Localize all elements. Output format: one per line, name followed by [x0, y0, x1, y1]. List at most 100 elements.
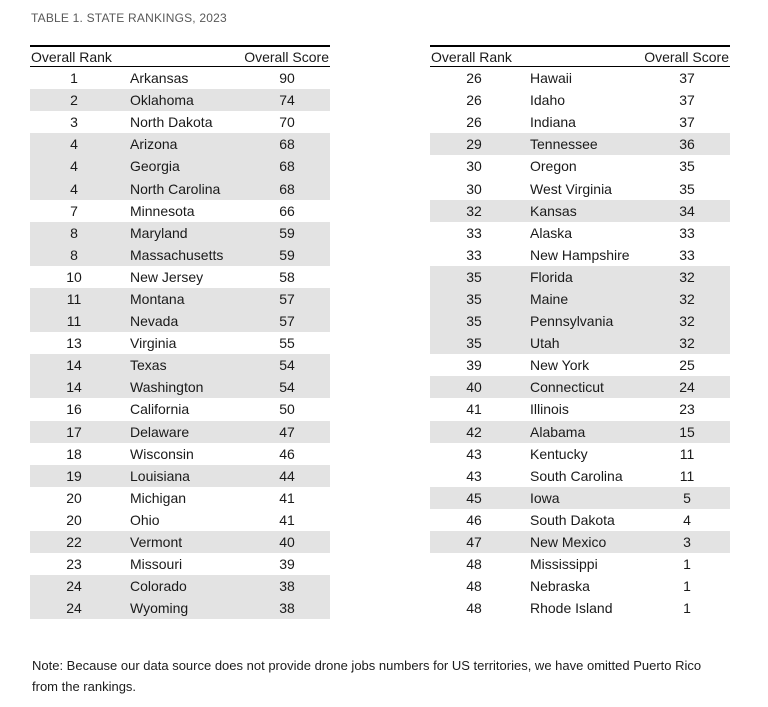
state-cell: Wisconsin: [130, 445, 194, 462]
score-cell: 58: [279, 268, 295, 285]
state-cell: Oklahoma: [130, 92, 194, 109]
state-cell: Minnesota: [130, 202, 195, 219]
table-row: 47 New Mexico 3: [430, 530, 730, 554]
table-row: 4 North Carolina 68: [30, 177, 330, 200]
rank-cell: 23: [66, 556, 82, 573]
rank-cell: 45: [466, 489, 482, 506]
table-row: 18 Wisconsin 46: [30, 443, 330, 465]
score-cell: 38: [279, 600, 295, 617]
state-cell: Virginia: [130, 335, 177, 352]
score-cell: 54: [279, 357, 295, 374]
state-cell: Delaware: [130, 423, 190, 440]
score-cell: 36: [679, 136, 695, 153]
state-cell: Ohio: [130, 511, 160, 528]
rank-cell: 33: [466, 246, 482, 263]
state-cell: California: [130, 401, 190, 418]
state-cell: Utah: [530, 335, 560, 352]
score-cell: 66: [279, 202, 295, 219]
state-cell: Iowa: [530, 489, 560, 506]
score-cell: 35: [679, 158, 695, 175]
state-cell: Michigan: [130, 489, 187, 506]
table-row: 8 Maryland 59: [30, 221, 330, 244]
state-cell: Massachusetts: [130, 246, 224, 263]
rank-cell: 48: [466, 578, 482, 595]
rankings-table-right: Overall Rank Overall Score 26 Hawaii 37 26 I…: [430, 45, 730, 619]
rank-cell: 1: [70, 70, 78, 87]
column-header-overall-score: Overall Score: [244, 48, 329, 65]
score-cell: 59: [279, 224, 295, 241]
table-row: 11 Montana 57: [30, 287, 330, 311]
table-row: 14 Washington 54: [30, 376, 330, 399]
rank-cell: 20: [66, 511, 82, 528]
table-row: 35 Pennsylvania 32: [430, 310, 730, 333]
state-cell: Kansas: [530, 202, 577, 219]
state-cell: Florida: [530, 268, 573, 285]
table-row: 45 Iowa 5: [430, 486, 730, 509]
rank-cell: 41: [466, 401, 482, 418]
table-row: 10 New Jersey 58: [30, 266, 330, 288]
state-cell: Maryland: [130, 224, 188, 241]
state-cell: New Hampshire: [530, 246, 630, 263]
state-cell: Montana: [130, 290, 185, 307]
rank-cell: 30: [466, 180, 482, 197]
rank-cell: 19: [66, 467, 82, 484]
table-row: 46 South Dakota 4: [430, 509, 730, 531]
rank-cell: 11: [66, 290, 82, 307]
table-row: 43 Kentucky 11: [430, 443, 730, 465]
score-cell: 32: [679, 268, 695, 285]
rank-cell: 30: [466, 158, 482, 175]
score-cell: 35: [679, 180, 695, 197]
state-cell: New Mexico: [530, 534, 607, 551]
score-cell: 5: [683, 489, 691, 506]
rank-cell: 35: [466, 335, 482, 352]
score-cell: 23: [679, 401, 695, 418]
footnote: Note: Because our data source does not p…: [32, 655, 752, 697]
tables-container: Overall Rank Overall Score 1 Arkansas 90 2 O…: [30, 45, 730, 620]
score-cell: 33: [679, 246, 695, 263]
table-row: 4 Georgia 68: [30, 155, 330, 178]
table-row: 40 Connecticut 24: [430, 376, 730, 399]
score-cell: 68: [279, 136, 295, 153]
state-cell: Hawaii: [530, 70, 573, 87]
rank-cell: 40: [466, 379, 482, 396]
state-cell: Louisiana: [130, 467, 190, 484]
table-row: 1 Arkansas 90: [30, 67, 330, 89]
rank-cell: 43: [466, 467, 482, 484]
rank-cell: 29: [466, 136, 482, 153]
rank-cell: 26: [466, 92, 482, 109]
score-cell: 90: [279, 70, 295, 87]
score-cell: 50: [279, 401, 295, 418]
state-cell: New Jersey: [130, 268, 204, 285]
score-cell: 1: [683, 600, 691, 617]
score-cell: 74: [279, 92, 295, 109]
state-cell: West Virginia: [530, 180, 612, 197]
table-row: 29 Tennessee 36: [430, 133, 730, 156]
table-row: 2 Oklahoma 74: [30, 89, 330, 112]
rank-cell: 8: [70, 246, 78, 263]
score-cell: 4: [683, 511, 691, 528]
rank-cell: 14: [66, 357, 82, 374]
table-row: 13 Virginia 55: [30, 332, 330, 354]
state-cell: South Dakota: [530, 511, 615, 528]
rank-cell: 46: [466, 511, 482, 528]
score-cell: 25: [679, 357, 695, 374]
score-cell: 38: [279, 578, 295, 595]
table-row: 7 Minnesota 66: [30, 200, 330, 222]
rank-cell: 42: [466, 423, 482, 440]
table-row: 26 Indiana 37: [430, 111, 730, 133]
table-body-left: 1 Arkansas 90 2 Oklahoma 74 3 North Dakota 70 4 Ar…: [30, 67, 330, 620]
state-cell: New York: [530, 357, 590, 374]
score-cell: 11: [679, 445, 695, 462]
score-cell: 1: [683, 578, 691, 595]
table-row: 11 Nevada 57: [30, 310, 330, 333]
rank-cell: 2: [70, 92, 78, 109]
state-cell: Pennsylvania: [530, 313, 614, 330]
state-cell: Connecticut: [530, 379, 604, 396]
rank-cell: 43: [466, 445, 482, 462]
score-cell: 40: [279, 534, 295, 551]
table-row: 35 Florida 32: [430, 265, 730, 288]
state-cell: Tennessee: [530, 136, 598, 153]
score-cell: 39: [279, 556, 295, 573]
state-cell: Indiana: [530, 114, 576, 131]
table-row: 48 Mississippi 1: [430, 553, 730, 575]
